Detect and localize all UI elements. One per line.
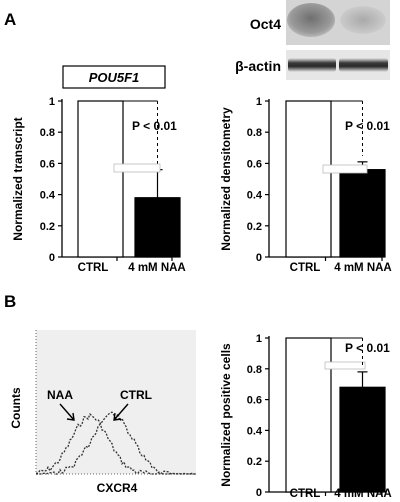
y-tick-label: 0.8 [247, 364, 262, 376]
chart-title-box [62, 65, 166, 89]
y-tick-label: 1 [256, 96, 262, 108]
overlay-box [113, 163, 161, 173]
y-axis-label: Normalized transcript [11, 117, 25, 240]
overlay-box [324, 361, 366, 370]
panel-label-a: A [4, 10, 16, 29]
bar-naa [339, 169, 386, 258]
oct4-band-naa [340, 6, 386, 34]
category-label: CTRL [290, 488, 321, 500]
y-axis-label: Normalized positive cells [219, 343, 233, 487]
naa-arrow [59, 403, 75, 421]
actin-band-naa [339, 58, 388, 72]
bar-chart-2: 0 0.2 0.4 0.6 0.8 1 Normalized densitometry P <… [219, 96, 392, 274]
bar-naa [339, 386, 386, 493]
bar-ctrl [285, 100, 332, 258]
histogram-curve-naa [35, 412, 196, 475]
overlay-box [322, 164, 368, 174]
histogram-background [36, 330, 196, 474]
bar-ctrl [285, 337, 332, 493]
y-tick-label: 0.6 [247, 158, 262, 170]
y-tick-label: 0.2 [40, 221, 55, 233]
p-value-annotation: P < 0.01 [132, 119, 177, 133]
ctrl-curve-label: CTRL [120, 388, 152, 402]
y-tick-label: 0.4 [247, 425, 263, 437]
bar-chart-1: POU5F1 0 0.2 0.4 0.6 0.8 1 Normalized transcrip… [11, 65, 186, 274]
bar-naa [134, 197, 181, 258]
category-label: 4 mM NAA [334, 262, 392, 274]
y-tick-label: 0.2 [247, 221, 262, 233]
y-tick-label: 0.8 [40, 127, 55, 139]
y-tick-label: 1 [49, 96, 55, 108]
chart-title: POU5F1 [89, 70, 140, 85]
bar-charts: POU5F1 0 0.2 0.4 0.6 0.8 1 Normalized transcrip… [11, 65, 392, 500]
y-tick-label: 0 [256, 487, 262, 499]
y-tick-label: 0.4 [247, 190, 263, 202]
ctrl-arrow [113, 403, 129, 421]
y-tick-label: 0.6 [247, 395, 262, 407]
p-value-annotation: P < 0.01 [345, 119, 390, 133]
category-label: 4 mM NAA [334, 488, 392, 500]
actin-band-ctrl [288, 58, 336, 72]
bar-chart-3: 0 0.2 0.4 0.6 0.8 1 Normalized positive cells P… [219, 333, 392, 500]
y-tick-label: 0.6 [40, 158, 55, 170]
category-label: 4 mM NAA [128, 262, 186, 274]
y-tick-label: 0.2 [247, 456, 262, 468]
y-tick-label: 0 [256, 252, 262, 264]
y-tick-label: 0 [49, 252, 55, 264]
histogram-xlabel: CXCR4 [97, 481, 138, 495]
oct4-band-ctrl [287, 3, 335, 37]
category-label: CTRL [78, 262, 109, 274]
naa-curve-label: NAA [47, 388, 73, 402]
y-tick-label: 0.4 [40, 190, 56, 202]
category-label: CTRL [290, 262, 321, 274]
y-axis-label: Normalized densitometry [219, 107, 233, 251]
y-tick-label: 1 [256, 333, 262, 345]
panel-label-b: B [4, 292, 16, 311]
p-value-annotation: P < 0.01 [345, 341, 390, 355]
bar-ctrl [77, 100, 124, 258]
y-tick-label: 0.8 [247, 127, 262, 139]
actin-label: β-actin [235, 58, 281, 74]
oct4-label: Oct4 [250, 16, 281, 32]
flow-histogram: Counts CXCR4 NAA CTRL [9, 330, 196, 495]
histogram-ylabel: Counts [9, 387, 23, 429]
western-blot: Oct4 β-actin [235, 0, 390, 80]
